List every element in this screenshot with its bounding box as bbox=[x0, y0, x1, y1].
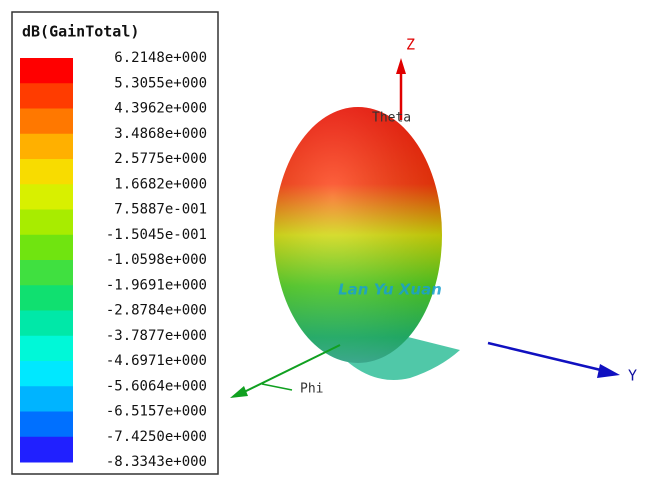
legend-swatch bbox=[20, 386, 73, 412]
legend-label: -1.5045e-001 bbox=[106, 227, 207, 243]
pattern bbox=[274, 107, 460, 380]
legend-label: -5.6064e+000 bbox=[106, 378, 207, 394]
legend-swatch bbox=[20, 285, 73, 311]
legend-swatch bbox=[20, 209, 73, 236]
phi-pointer bbox=[261, 383, 293, 391]
phi-axis bbox=[239, 344, 341, 395]
y-label: Y bbox=[628, 367, 637, 385]
pattern-shading bbox=[274, 107, 442, 363]
legend-label: 1.6682e+000 bbox=[114, 176, 207, 192]
legend-label: -1.9691e+000 bbox=[106, 277, 207, 293]
legend-swatch bbox=[20, 159, 73, 185]
legend-swatch bbox=[20, 133, 73, 160]
legend-label: -4.6971e+000 bbox=[106, 353, 207, 369]
z-label: Z bbox=[406, 36, 415, 54]
legend-label: 2.5775e+000 bbox=[114, 151, 207, 167]
legend-label: -7.4250e+000 bbox=[106, 429, 207, 445]
watermark: Lan Yu Xuan bbox=[338, 281, 442, 299]
legend-label: 5.3055e+000 bbox=[114, 75, 207, 91]
legend-label: 7.5887e-001 bbox=[114, 202, 207, 218]
legend-title: dB(GainTotal) bbox=[22, 23, 139, 41]
phi-arrow bbox=[230, 386, 248, 398]
legend-label: 6.2148e+000 bbox=[114, 50, 207, 66]
legend-swatch bbox=[20, 108, 73, 135]
legend-swatch bbox=[20, 260, 73, 286]
y-arrow bbox=[597, 364, 620, 378]
theta-label: Theta bbox=[372, 111, 411, 126]
z-arrow bbox=[396, 58, 406, 74]
legend-swatch bbox=[20, 58, 73, 84]
legend-swatch bbox=[20, 411, 73, 438]
legend-label: -6.5157e+000 bbox=[106, 404, 207, 420]
legend-label: -8.3343e+000 bbox=[106, 454, 207, 470]
legend-swatch bbox=[20, 310, 73, 337]
legend-swatch bbox=[20, 184, 73, 210]
legend-swatch bbox=[20, 436, 73, 463]
legend-label: -2.8784e+000 bbox=[106, 303, 207, 319]
legend-label: -3.7877e+000 bbox=[106, 328, 207, 344]
legend-label: 4.3962e+000 bbox=[114, 101, 207, 117]
phi-label: Phi bbox=[300, 382, 323, 397]
legend-swatch bbox=[20, 361, 73, 387]
y-axis bbox=[487, 341, 606, 373]
legend-swatch bbox=[20, 335, 73, 362]
legend-label: -1.0598e+000 bbox=[106, 252, 207, 268]
legend-swatch bbox=[20, 234, 73, 261]
legend-label: 3.4868e+000 bbox=[114, 126, 207, 142]
legend: 6.2148e+000 5.3055e+000 4.3962e+000 3.4868e… bbox=[20, 50, 207, 470]
legend-swatch bbox=[20, 83, 73, 109]
